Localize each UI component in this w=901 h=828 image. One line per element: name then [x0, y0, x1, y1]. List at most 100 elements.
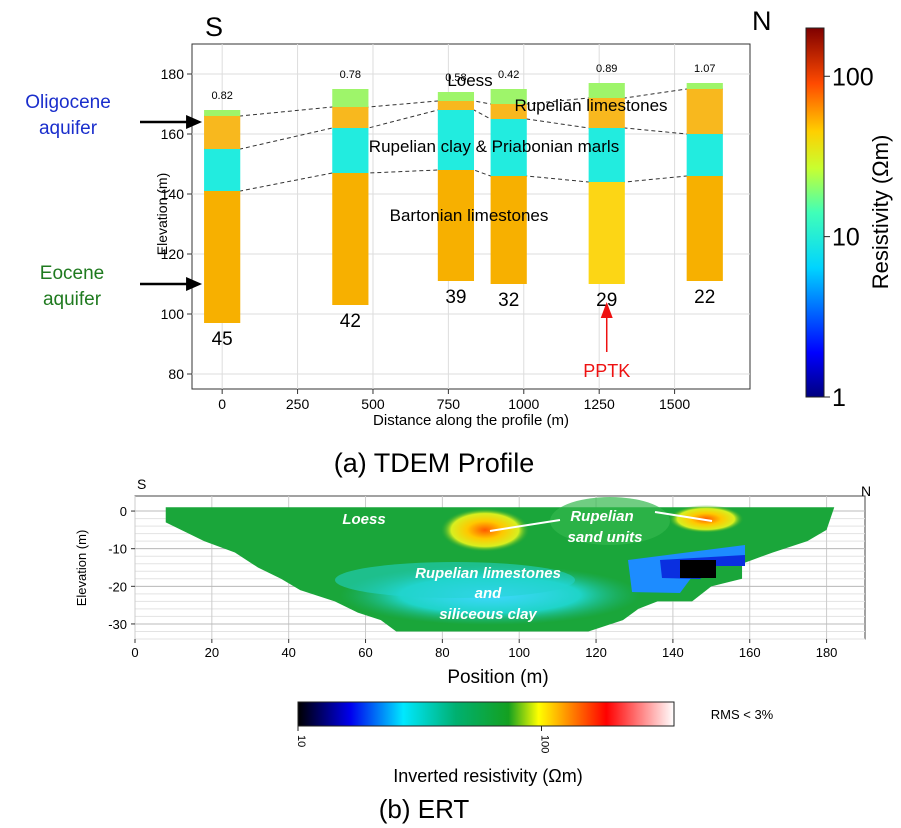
tdem-layer-rupelian-limestones — [686, 89, 723, 134]
ert-south-label: S — [137, 476, 146, 492]
tdem-layer-clay-marls — [437, 110, 475, 170]
tdem-layer-bartonian — [686, 176, 723, 281]
ert-x-tick-label: 140 — [662, 645, 684, 660]
tdem-depth-label: 22 — [694, 287, 715, 308]
ert-label-and: and — [475, 585, 503, 602]
tdem-layer-rupelian-limestones — [437, 101, 475, 110]
tdem-colorbar-ticks: 1 10 100 — [824, 63, 874, 412]
pptk-arrow-head — [600, 302, 613, 318]
tdem-layer-clay-marls — [588, 128, 625, 182]
ert-x-tick-label: 100 — [508, 645, 530, 660]
tdem-rms-label: 0.82 — [211, 90, 232, 102]
tdem-x-axis-label: Distance along the profile (m) — [373, 412, 569, 429]
ert-x-tick-label: 160 — [739, 645, 761, 660]
tdem-rms-label: 1.07 — [694, 63, 715, 75]
tdem-colorbar-tick-label: 1 — [832, 384, 846, 412]
tdem-layer-rupelian-limestones — [204, 116, 241, 149]
pptk-label: PPTK — [583, 361, 630, 381]
tdem-depth-label: 39 — [445, 287, 466, 308]
tdem-depth-label: 29 — [596, 290, 617, 311]
tdem-ticks: 0 250 500 750 1000 1250 1500 80 100 120 140 160 180 — [161, 66, 691, 412]
ert-resistivity-section — [165, 497, 835, 632]
tdem-layer-bartonian — [204, 191, 241, 323]
ert-x-tick-label: 80 — [435, 645, 449, 660]
tdem-depth-label: 32 — [498, 290, 519, 311]
ert-x-tick-label: 120 — [585, 645, 607, 660]
ert-y-tick-label: -30 — [108, 617, 127, 632]
ert-label-rupelian-limestones: Rupelian limestones — [415, 565, 561, 582]
tdem-rms-label: 0.89 — [596, 63, 617, 75]
tdem-y-tick-label: 120 — [161, 246, 185, 262]
tdem-soundings: 0.82 45 0.78 42 0.58 39 0.42 32 0.89 29 1.07 22 — [204, 63, 723, 350]
eocene-label-line2: aquifer — [43, 289, 102, 310]
ert-x-tick-label: 180 — [816, 645, 838, 660]
tdem-x-tick-label: 500 — [361, 396, 385, 412]
tdem-layer-loess — [686, 83, 723, 89]
ert-resistive-anomaly-2 — [668, 505, 744, 533]
tdem-layer-clay-marls — [204, 149, 241, 191]
ert-pointer-1 — [489, 519, 561, 532]
tdem-colorbar-label: Resistivity (Ωm) — [868, 135, 893, 290]
tdem-layer-rupelian-limestones — [490, 104, 527, 119]
ert-resistive-anomaly-1 — [440, 508, 530, 552]
ert-x-axis-label: Position (m) — [447, 667, 548, 688]
unit-label-clay-marls: Rupelian clay & Priabonian marls — [369, 137, 619, 156]
tdem-boundary-line — [204, 88, 723, 117]
ert-caption: (b) ERT — [379, 794, 470, 824]
unit-label-loess: Loess — [447, 71, 492, 90]
unit-label-rupelian-limestones: Rupelian limestones — [514, 96, 667, 115]
tdem-layer-clay-marls — [332, 128, 369, 173]
unit-label-bartonian: Bartonian limestones — [390, 206, 549, 225]
ert-colorbar-tick-label: 10 — [295, 735, 307, 747]
tdem-layer-boundaries — [204, 88, 723, 192]
tdem-panel: 0.82 45 0.78 42 0.58 39 0.42 32 0.89 29 1.07 22 0 25… — [25, 6, 893, 478]
tdem-layer-loess — [437, 92, 475, 101]
tdem-y-tick-label: 160 — [161, 126, 185, 142]
tdem-y-tick-label: 140 — [161, 186, 185, 202]
ert-pointer-2 — [654, 511, 713, 522]
tdem-layer-rupelian-limestones — [332, 107, 369, 128]
tdem-y-tick-label: 80 — [168, 366, 184, 382]
tdem-x-tick-label: 1500 — [659, 396, 690, 412]
ert-very-conductive — [680, 560, 716, 578]
tdem-depth-label: 45 — [212, 329, 233, 350]
ert-rms-note: RMS < 3% — [711, 707, 774, 722]
ert-y-tick-label: -10 — [108, 542, 127, 557]
tdem-layer-loess — [332, 89, 369, 107]
tdem-colorbar — [805, 27, 825, 398]
eocene-label-line1: Eocene — [40, 263, 104, 284]
tdem-rms-label: 0.78 — [340, 69, 361, 81]
aquifer-arrow-head — [186, 277, 203, 291]
tdem-y-tick-label: 100 — [161, 306, 185, 322]
tdem-layer-loess — [204, 110, 241, 116]
tdem-x-tick-label: 0 — [218, 396, 226, 412]
ert-label-loess: Loess — [342, 511, 385, 528]
ert-y-tick-label: -20 — [108, 579, 127, 594]
tdem-north-label: N — [752, 6, 772, 36]
ert-colorbar-label: Inverted resistivity (Ωm) — [393, 766, 582, 786]
pptk-marker: PPTK — [583, 302, 630, 381]
ert-label-siliceous-clay: siliceous clay — [439, 606, 537, 623]
tdem-layer-clay-marls — [490, 119, 527, 176]
tdem-layer-bartonian — [490, 176, 527, 284]
tdem-layer-bartonian — [332, 173, 369, 305]
tdem-colorbar-tick-label: 10 — [832, 224, 860, 252]
ert-mid-green — [550, 497, 670, 545]
ert-x-tick-label: 20 — [205, 645, 219, 660]
ert-colorbar — [297, 701, 675, 727]
ert-north-label: N — [861, 483, 871, 499]
ert-colorbar-tick-label: 100 — [539, 735, 551, 753]
tdem-x-tick-label: 1250 — [584, 396, 615, 412]
tdem-layer-bartonian — [437, 170, 475, 281]
ert-cyan-band — [335, 562, 575, 598]
tdem-y-tick-label: 180 — [161, 66, 185, 82]
ert-panel: 0 20 40 60 80 100 120 140 160 180 0 -10 -20 -30 S N L… — [74, 476, 871, 824]
tdem-south-label: S — [205, 12, 223, 42]
ert-label-rupelian: Rupelian — [570, 508, 633, 525]
tdem-layer-loess — [490, 89, 527, 104]
tdem-y-axis-label: Elevation (m) — [154, 173, 170, 255]
tdem-layer-loess — [588, 83, 625, 98]
tdem-layer-rupelian-limestones — [588, 98, 625, 128]
ert-x-tick-label: 40 — [281, 645, 295, 660]
